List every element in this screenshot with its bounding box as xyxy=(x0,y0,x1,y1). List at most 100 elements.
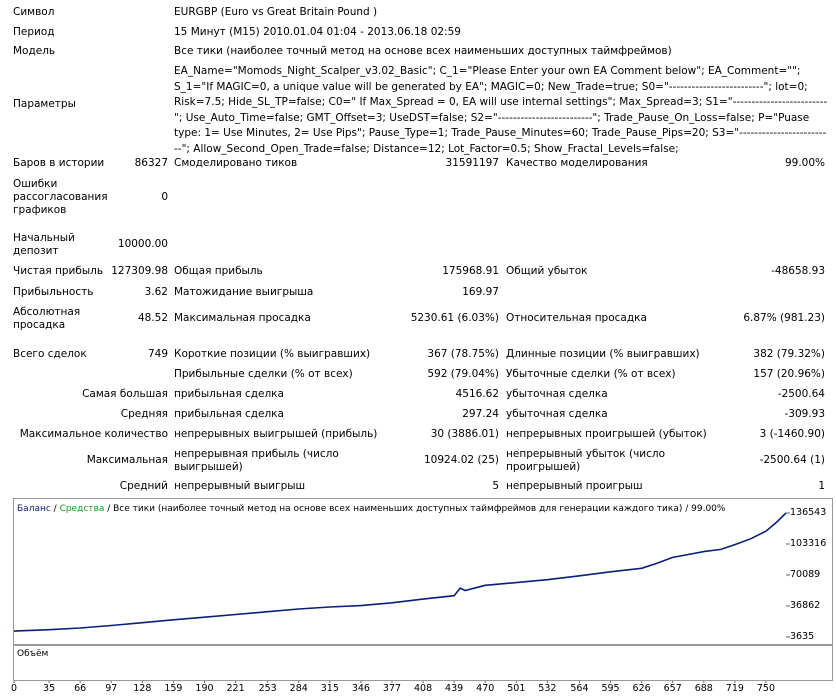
legend-separator: / xyxy=(682,504,692,514)
profit-factor-value: 3.62 xyxy=(144,286,168,298)
x-tick-label: 377 xyxy=(382,683,402,694)
total-trades-value: 749 xyxy=(147,348,168,360)
x-tick-label: 532 xyxy=(538,683,557,694)
largest-win-value: 4516.62 xyxy=(455,388,499,400)
chart-legend: Баланс / Средства / Все тики (наиболее т… xyxy=(17,504,725,514)
x-tick-label: 190 xyxy=(195,683,214,694)
cons-loss-label-2: проигрышей) xyxy=(506,461,581,473)
expected-payoff-value: 169.97 xyxy=(462,286,499,298)
rel-drawdown-value: 6.87% (981.23) xyxy=(743,312,825,324)
max-count-label: Максимальное количество xyxy=(19,428,168,440)
legend-balance: Баланс xyxy=(17,504,51,514)
x-tick-label: 657 xyxy=(663,683,682,694)
loss-trades-label: Убыточные сделки (% от всех) xyxy=(506,368,676,380)
cons-loss-value: -2500.64 (1) xyxy=(759,454,825,466)
x-tick-label: 97 xyxy=(105,683,118,694)
cons-profit-label-2: выигрышей) xyxy=(174,461,243,473)
mismatch-label-3: графиков xyxy=(13,204,67,216)
x-tick-label: 346 xyxy=(351,683,370,694)
average-label: Средняя xyxy=(120,408,168,420)
short-positions-value: 367 (78.75%) xyxy=(427,348,499,360)
x-tick-label: 408 xyxy=(413,683,433,694)
profit-factor-label: Прибыльность xyxy=(13,286,94,298)
y-tick-label: 36862 xyxy=(790,600,821,611)
average-cons-label: Средний xyxy=(119,480,168,492)
gross-profit-label: Общая прибыль xyxy=(174,265,263,277)
mismatch-label-1: Ошибки xyxy=(13,178,58,190)
legend-separator: / xyxy=(104,504,114,514)
max-drawdown-value: 5230.61 (6.03%) xyxy=(410,312,499,324)
avg-cons-wins-label: непрерывный выигрыш xyxy=(174,480,306,492)
loss-trades-value: 157 (20.96%) xyxy=(753,368,825,380)
long-positions-value: 382 (79.32%) xyxy=(753,348,825,360)
profit-trades-label: Прибыльные сделки (% от всех) xyxy=(174,368,353,380)
legend-equity: Средства xyxy=(59,504,105,514)
long-positions-label: Длинные позиции (% выигравших) xyxy=(506,348,700,360)
x-tick-label: 0 xyxy=(10,683,18,694)
mismatch-label-2: рассогласования xyxy=(13,191,108,203)
period-value: 15 Минут (M15) 2010.01.04 01:04 - 2013.0… xyxy=(174,26,461,38)
cons-loss-label-1: непрерывный убыток (число xyxy=(506,448,666,460)
model-label: Модель xyxy=(13,45,56,57)
deposit-label-1: Начальный xyxy=(13,232,75,244)
avg-cons-wins-value: 5 xyxy=(492,480,499,492)
x-tick-label: 750 xyxy=(756,683,776,694)
balance-chart-panel xyxy=(13,498,833,645)
balance-line xyxy=(13,512,787,632)
x-tick-label: 159 xyxy=(164,683,183,694)
mismatch-value: 0 xyxy=(161,191,168,203)
y-tick-label: 103316 xyxy=(790,538,827,549)
bars-value: 86327 xyxy=(134,157,168,169)
quality-label: Качество моделирования xyxy=(506,157,648,169)
period-label: Период xyxy=(13,26,55,38)
x-tick-label: 221 xyxy=(226,683,245,694)
volume-label: Объём xyxy=(17,649,49,659)
profit-trades-value: 592 (79.04%) xyxy=(427,368,499,380)
cons-wins-label: непрерывных выигрышей (прибыль) xyxy=(174,428,378,440)
gross-loss-value: -48658.93 xyxy=(771,265,825,277)
largest-loss-value: -2500.64 xyxy=(777,388,825,400)
gross-loss-label: Общий убыток xyxy=(506,265,588,277)
symbol-value: EURGBP (Euro vs Great Britain Pound ) xyxy=(174,6,378,18)
quality-value: 99.00% xyxy=(784,157,825,169)
avg-cons-losses-value: 1 xyxy=(818,480,825,492)
gross-profit-value: 175968.91 xyxy=(442,265,499,277)
avg-cons-losses-label: непрерывный проигрыш xyxy=(506,480,643,492)
ticks-value: 31591197 xyxy=(445,157,499,169)
short-positions-label: Короткие позиции (% выигравших) xyxy=(174,348,371,360)
x-tick-label: 626 xyxy=(632,683,651,694)
x-tick-label: 315 xyxy=(320,683,339,694)
x-tick-label: 501 xyxy=(507,683,526,694)
total-trades-label: Всего сделок xyxy=(13,348,87,360)
y-tick-label: 3635 xyxy=(790,631,815,642)
abs-drawdown-label-2: просадка xyxy=(13,319,66,331)
expected-payoff-label: Матожидание выигрыша xyxy=(174,286,314,298)
x-tick-label: 564 xyxy=(570,683,589,694)
average-win-value: 297.24 xyxy=(462,408,499,420)
deposit-label-2: депозит xyxy=(13,245,59,257)
net-profit-value: 127309.98 xyxy=(111,265,168,277)
x-tick-label: 66 xyxy=(74,683,87,694)
y-tick-label: 136543 xyxy=(790,507,827,518)
symbol-label: Символ xyxy=(13,6,55,18)
abs-drawdown-label-1: Абсолютная xyxy=(13,306,81,318)
volume-chart-panel xyxy=(13,645,833,681)
x-tick-label: 595 xyxy=(601,683,620,694)
ticks-label: Смоделировано тиков xyxy=(174,157,298,169)
largest-loss-label: убыточная сделка xyxy=(506,388,608,400)
x-tick-label: 128 xyxy=(133,683,152,694)
average-loss-value: -309.93 xyxy=(784,408,825,420)
average-win-label: прибыльная сделка xyxy=(174,408,284,420)
x-tick-label: 439 xyxy=(445,683,464,694)
abs-drawdown-value: 48.52 xyxy=(137,312,168,324)
y-tick-label: 70089 xyxy=(790,569,821,580)
legend-description: Все тики (наиболее точный метод на основ… xyxy=(113,504,683,514)
largest-label: Самая большая xyxy=(82,388,168,400)
legend-separator: / xyxy=(50,504,60,514)
net-profit-label: Чистая прибыль xyxy=(13,265,104,277)
x-tick-label: 284 xyxy=(289,683,308,694)
x-tick-label: 688 xyxy=(694,683,713,694)
params-label: Параметры xyxy=(13,98,76,110)
maximal-label: Максимальная xyxy=(86,454,168,466)
